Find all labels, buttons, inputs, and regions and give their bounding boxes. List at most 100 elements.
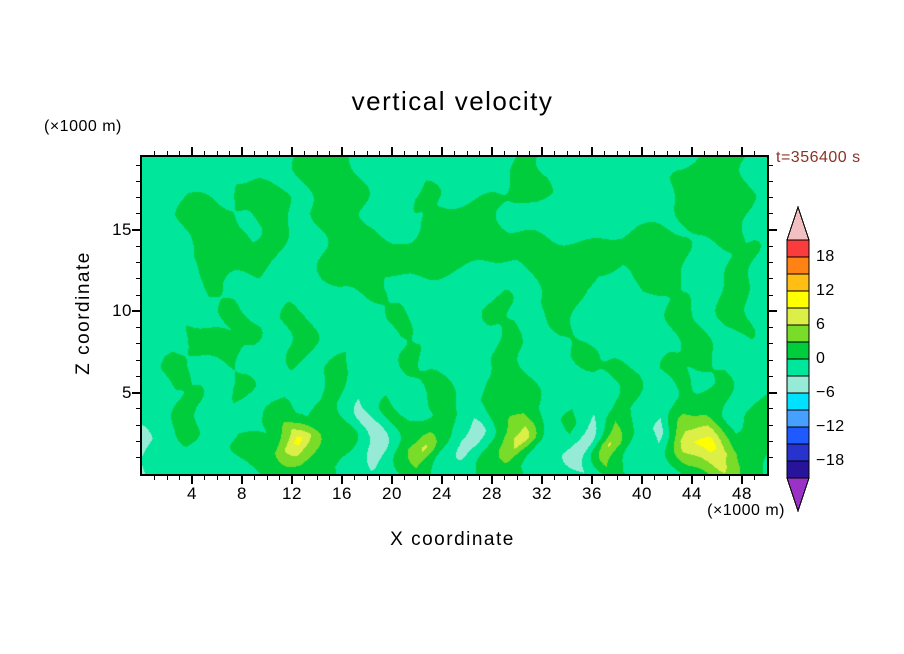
x-tick-label: 36 [582,484,602,503]
x-tick-label: 40 [632,484,652,503]
tick-mark [769,246,773,247]
tick-mark [579,476,580,480]
tick-mark [769,181,773,182]
tick-mark [136,408,140,409]
tick-mark [254,476,255,480]
z-tick-label: 15 [112,220,132,240]
colorbar-tick-label: 12 [816,282,835,299]
tick-mark [329,476,330,480]
z-axis-unit: (×1000 m) [44,118,122,135]
colorbar-tick-label: 6 [816,316,826,333]
tick-mark [267,151,268,155]
x-axis-unit: (×1000 m) [707,502,785,519]
z-tick-label: 10 [112,301,132,321]
tick-mark [729,476,730,480]
tick-mark [317,476,318,480]
tick-mark [136,262,140,263]
tick-mark [291,147,293,155]
tick-mark [391,147,393,155]
x-tick-label: 24 [432,484,452,503]
tick-mark [654,476,655,480]
tick-mark [579,151,580,155]
tick-mark [769,229,777,231]
tick-mark [136,165,140,166]
tick-mark [769,360,773,361]
tick-mark [741,476,743,484]
tick-mark [304,151,305,155]
tick-mark [629,476,630,480]
colorbar-tick-label: −12 [816,418,845,435]
tick-mark [317,151,318,155]
x-tick-label: 4 [187,484,197,503]
tick-mark [267,476,268,480]
tick-mark [769,376,773,377]
tick-mark [769,327,773,328]
tick-mark [567,151,568,155]
tick-mark [154,476,155,480]
tick-mark [136,213,140,214]
tick-mark [554,151,555,155]
tick-mark [591,476,593,484]
tick-mark [136,327,140,328]
tick-mark [136,181,140,182]
tick-mark [491,476,493,484]
colorbar-tick-label: −18 [816,452,845,469]
tick-mark [241,147,243,155]
tick-mark [704,476,705,480]
tick-mark [291,476,293,484]
tick-mark [341,476,343,484]
tick-mark [504,476,505,480]
tick-mark [136,441,140,442]
tick-mark [517,476,518,480]
tick-mark [441,147,443,155]
tick-mark [769,213,773,214]
tick-mark [391,476,393,484]
tick-mark [617,151,618,155]
time-annotation: t=356400 s [776,149,861,166]
tick-mark [204,151,205,155]
tick-mark [517,151,518,155]
tick-mark [591,147,593,155]
tick-mark [304,476,305,480]
tick-mark [204,476,205,480]
tick-mark [604,476,605,480]
tick-mark [769,278,773,279]
tick-mark [629,151,630,155]
tick-mark [691,476,693,484]
colorbar-tick-label: 0 [816,350,826,367]
tick-mark [479,476,480,480]
tick-mark [417,151,418,155]
tick-mark [132,229,140,231]
tick-mark [769,392,777,394]
tick-mark [136,278,140,279]
tick-mark [279,476,280,480]
tick-mark [769,197,773,198]
tick-mark [667,476,668,480]
x-tick-label: 16 [332,484,352,503]
tick-mark [729,151,730,155]
tick-mark [454,151,455,155]
tick-mark [229,476,230,480]
tick-mark [354,476,355,480]
tick-mark [769,408,773,409]
tick-mark [404,476,405,480]
tick-mark [754,476,755,480]
tick-mark [229,151,230,155]
tick-mark [136,425,140,426]
tick-mark [691,147,693,155]
tick-mark [136,295,140,296]
tick-mark [617,476,618,480]
tick-mark [769,310,777,312]
tick-mark [367,151,368,155]
tick-mark [769,262,773,263]
tick-mark [769,425,773,426]
tick-mark [136,343,140,344]
colorbar [786,205,810,513]
tick-mark [367,476,368,480]
tick-mark [341,147,343,155]
tick-mark [329,151,330,155]
plot-area [132,147,777,484]
chart-title: vertical velocity [351,86,554,116]
tick-mark [136,360,140,361]
tick-mark [754,151,755,155]
